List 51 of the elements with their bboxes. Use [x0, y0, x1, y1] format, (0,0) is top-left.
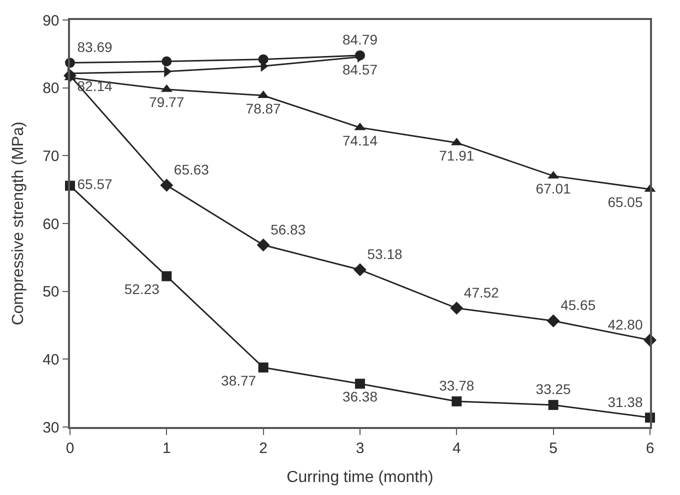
point [355, 50, 365, 60]
data-label: 67.01 [536, 180, 572, 197]
point [258, 362, 268, 373]
point [258, 54, 268, 64]
y-tick-label: 80 [42, 80, 60, 98]
data-label: 45.65 [560, 297, 596, 314]
point [450, 302, 464, 315]
data-label: 65.05 [608, 194, 643, 210]
y-tick-label: 50 [42, 284, 60, 301]
x-tick-label: 5 [549, 440, 558, 457]
data-label: 84.79 [342, 32, 378, 48]
data-label: 74.14 [342, 132, 378, 148]
y-tick-label: 70 [42, 148, 60, 165]
data-label: 56.83 [270, 221, 306, 238]
data-label: 31.38 [608, 394, 643, 410]
y-axis-title: Compressive strength (MPa) [10, 122, 27, 326]
data-label: 36.38 [342, 388, 378, 404]
data-label: 42.80 [608, 316, 643, 332]
point [452, 396, 462, 406]
x-tick-label: 6 [646, 440, 654, 457]
data-label: 83.69 [77, 39, 112, 56]
y-tick-label: 60 [42, 216, 60, 233]
data-label: 65.57 [77, 176, 112, 192]
point [162, 56, 172, 66]
data-label: 33.78 [439, 378, 474, 394]
y-tick-label: 90 [42, 12, 60, 30]
data-label: 78.87 [246, 100, 282, 116]
data-label: 52.23 [124, 280, 160, 297]
point [162, 271, 172, 282]
data-label: 84.57 [342, 62, 378, 78]
y-tick-label: 30 [42, 419, 60, 436]
point [256, 238, 270, 252]
x-tick-label: 3 [356, 440, 364, 457]
point [160, 178, 174, 192]
x-tick-label: 4 [452, 440, 461, 457]
x-axis-title: Curring time (month) [286, 468, 434, 486]
point [546, 314, 560, 328]
x-tick-label: 2 [259, 440, 268, 457]
point [354, 263, 366, 276]
data-label: 53.18 [367, 246, 402, 262]
data-label: 33.25 [536, 381, 572, 398]
data-label: 47.52 [464, 284, 500, 300]
data-label: 79.77 [149, 94, 184, 110]
point [548, 400, 558, 410]
data-label: 65.63 [174, 162, 210, 178]
y-tick-label: 40 [42, 351, 60, 368]
data-label: 38.77 [221, 372, 256, 388]
x-tick-label: 0 [66, 440, 74, 457]
point [355, 378, 365, 389]
x-tick-label: 1 [162, 440, 171, 457]
data-label: 71.91 [439, 147, 474, 164]
